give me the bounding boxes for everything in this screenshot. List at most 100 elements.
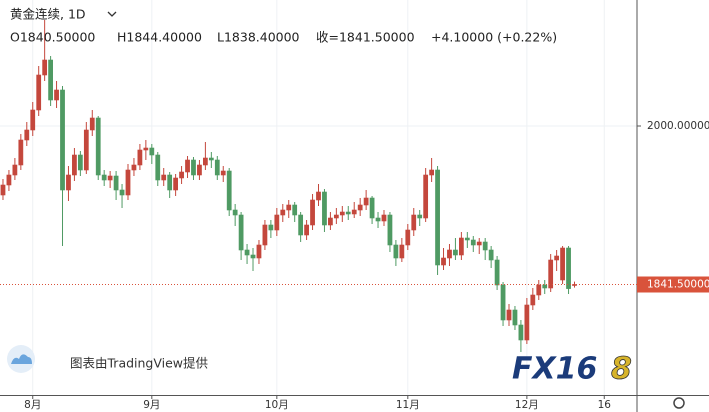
gear[interactable] (673, 397, 685, 409)
candle-body (560, 247, 565, 281)
candle-body (542, 284, 548, 289)
candle-body (208, 157, 214, 161)
candle-body (333, 214, 339, 219)
candle-body (72, 154, 77, 176)
candle-body (203, 157, 208, 166)
candle-body (220, 170, 226, 176)
candle-body (429, 169, 434, 176)
watermark-text: 图表由TradingView提供 (70, 356, 208, 371)
candle-body (185, 159, 190, 173)
candle-body (83, 129, 89, 171)
candle-body (381, 214, 387, 222)
candle-body (405, 229, 411, 246)
candle-body (298, 214, 304, 236)
candle-body (435, 169, 440, 266)
candle-body (268, 224, 274, 231)
candle-body (113, 175, 119, 191)
candle-body (464, 237, 470, 241)
candle-body (18, 139, 24, 166)
candle-body (274, 214, 280, 231)
candle-body (536, 284, 542, 296)
symbol-title[interactable]: 黄金连续, 1D (10, 7, 86, 22)
candle-body (345, 211, 351, 215)
candle-body (256, 244, 262, 259)
candle-body (286, 204, 292, 211)
candle-body (310, 199, 315, 226)
candle-body (119, 189, 125, 196)
candle-body (280, 209, 286, 216)
candle-body (304, 224, 309, 236)
candle-body (447, 249, 452, 259)
candle-body (238, 214, 244, 251)
candle-body (173, 177, 179, 191)
candles (0, 20, 577, 352)
candle-body (292, 204, 298, 216)
candle-body (48, 59, 53, 101)
last-price-label: 1841.50000 (647, 279, 709, 291)
x-tick-label: 10月 (265, 399, 289, 411)
candle-body (506, 309, 512, 321)
candle-body (77, 154, 83, 171)
candle-body (137, 149, 143, 166)
candle-body (161, 174, 167, 181)
logo-text: FX16 (512, 352, 597, 387)
tv-icon-cloud (11, 354, 32, 364)
candle-body (423, 174, 429, 219)
candle-body (131, 164, 137, 171)
candle-body (167, 174, 173, 191)
candle-body (66, 174, 71, 191)
watermark: 图表由TradingView提供 (7, 345, 208, 373)
candle-body (107, 175, 113, 181)
candle-body (0, 184, 6, 196)
candle-body (411, 214, 417, 231)
candle-body (524, 304, 530, 341)
candle-body (95, 117, 101, 176)
candle-body (60, 89, 65, 191)
interval-dropdown[interactable] (107, 11, 117, 17)
candle-body (143, 147, 149, 151)
candle-body (101, 174, 107, 181)
last-price-badge (637, 276, 709, 293)
ohlc-label: 收=1841.50000 (316, 30, 415, 45)
candle-body (149, 147, 155, 156)
grid (0, 0, 637, 395)
candle-body (232, 209, 238, 216)
candle-body (554, 255, 560, 261)
candle-body (500, 284, 506, 321)
candle-body (339, 211, 345, 216)
candle-body (357, 204, 363, 211)
x-tick-label: 8月 (24, 399, 41, 411)
candle-body (566, 247, 571, 289)
candle-body (54, 89, 59, 101)
candle-body (548, 259, 554, 289)
candle-body (36, 74, 42, 111)
candle-body (42, 59, 48, 76)
candle-body (375, 217, 381, 222)
candle-body (518, 324, 524, 341)
candle-body (530, 294, 536, 306)
candle-body (363, 197, 369, 206)
candle-body (458, 237, 464, 256)
candle-body (179, 171, 184, 179)
candle-body (226, 170, 232, 211)
candle-body (453, 249, 458, 256)
candle-body (214, 159, 220, 176)
candle-body (441, 257, 446, 266)
logo-digit: 8 (611, 352, 632, 387)
candle-body (482, 241, 488, 251)
candle-body (470, 239, 476, 246)
candle-body (328, 217, 333, 226)
candle-body (89, 117, 95, 131)
candle-body (351, 209, 357, 215)
ohlc-label: L1838.40000 (217, 30, 300, 45)
candle-body (6, 174, 12, 186)
candle-body (12, 164, 18, 176)
settings-icon[interactable] (673, 397, 685, 409)
candle-body (24, 129, 30, 141)
candle-body (393, 244, 399, 259)
candle-body (197, 164, 202, 176)
candle-body (387, 214, 393, 246)
candle-body (316, 191, 321, 201)
